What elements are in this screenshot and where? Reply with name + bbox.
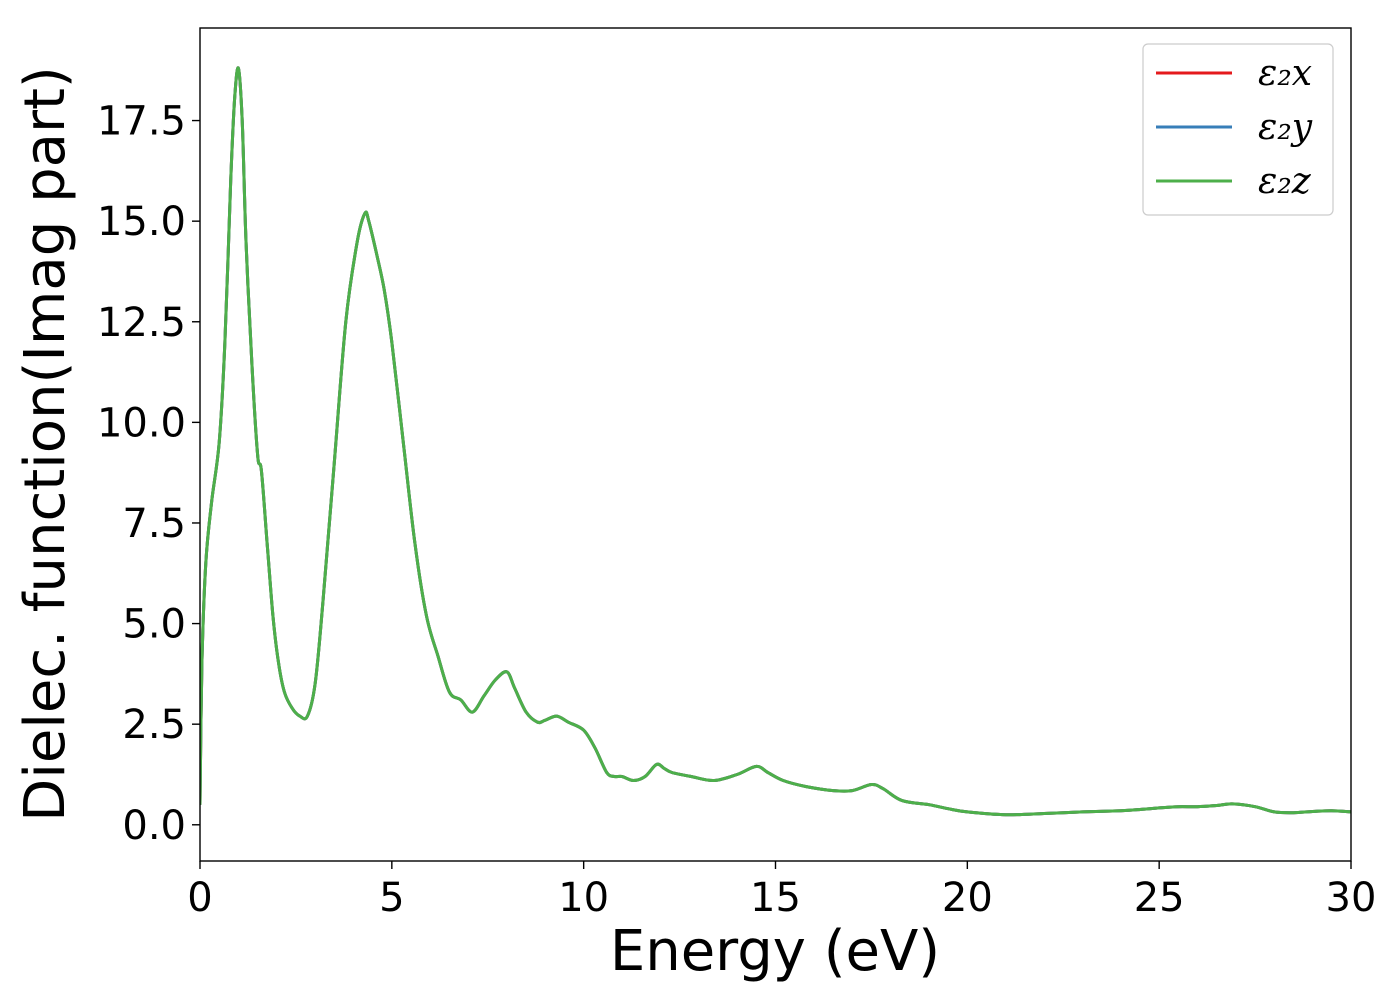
y-tick-label: 0.0 — [122, 803, 186, 849]
x-axis-title: Energy (eV) — [610, 919, 940, 984]
x-tick-label: 10 — [558, 875, 609, 921]
series-line-3 — [200, 66, 1351, 817]
y-tick-label: 10.0 — [97, 400, 186, 446]
y-axis: 0.0 2.5 5.0 7.5 10.0 12.5 15.0 17.5 — [97, 99, 200, 849]
x-tick-label: 30 — [1326, 875, 1377, 921]
series-layer — [200, 66, 1351, 817]
y-tick-label: 12.5 — [97, 300, 186, 346]
legend-label: ε₂z — [1258, 161, 1312, 202]
y-tick-label: 7.5 — [122, 501, 186, 547]
legend-label: ε₂x — [1258, 53, 1312, 94]
x-axis: 0 5 10 15 20 25 30 — [187, 861, 1376, 921]
x-tick-label: 20 — [942, 875, 993, 921]
legend-box — [1142, 43, 1334, 216]
y-tick-label: 17.5 — [97, 99, 186, 145]
x-tick-label: 0 — [187, 875, 212, 921]
legend: ε₂x ε₂y ε₂z — [1142, 43, 1334, 216]
x-tick-label: 15 — [750, 875, 801, 921]
y-tick-label: 5.0 — [122, 602, 186, 648]
y-axis-title: Dielec. function(Imag part) — [13, 66, 78, 822]
x-tick-label: 25 — [1134, 875, 1185, 921]
legend-label: ε₂y — [1258, 107, 1313, 148]
y-tick-label: 15.0 — [97, 199, 186, 245]
y-tick-label: 2.5 — [122, 702, 186, 748]
x-tick-label: 5 — [379, 875, 404, 921]
